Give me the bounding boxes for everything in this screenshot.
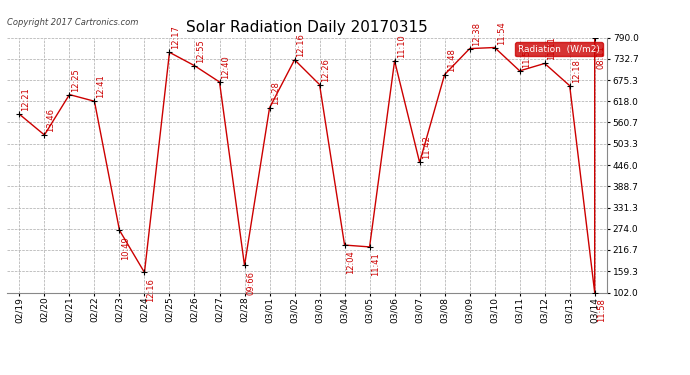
Text: 11:10: 11:10 bbox=[397, 34, 406, 58]
Text: 12:16: 12:16 bbox=[146, 278, 155, 302]
Text: 11:58: 11:58 bbox=[597, 298, 606, 322]
Text: 11:54: 11:54 bbox=[497, 21, 506, 45]
Text: 12:21: 12:21 bbox=[21, 87, 30, 111]
Text: 11:50: 11:50 bbox=[522, 44, 531, 68]
Text: 08:11: 08:11 bbox=[597, 45, 606, 69]
Text: 12:16: 12:16 bbox=[297, 33, 306, 57]
Text: 12:41: 12:41 bbox=[97, 75, 106, 98]
Text: 13:46: 13:46 bbox=[46, 108, 55, 132]
Text: 09:66: 09:66 bbox=[246, 271, 255, 295]
Text: 12:38: 12:38 bbox=[472, 22, 481, 46]
Text: 11:48: 11:48 bbox=[446, 48, 455, 72]
Text: 12:25: 12:25 bbox=[72, 68, 81, 92]
Text: 12:26: 12:26 bbox=[322, 58, 331, 82]
Text: 12:17: 12:17 bbox=[172, 26, 181, 50]
Text: 12:04: 12:04 bbox=[346, 251, 355, 274]
Text: 11:11: 11:11 bbox=[546, 37, 555, 60]
Text: Copyright 2017 Cartronics.com: Copyright 2017 Cartronics.com bbox=[7, 18, 138, 27]
Title: Solar Radiation Daily 20170315: Solar Radiation Daily 20170315 bbox=[186, 20, 428, 35]
Text: 12:18: 12:18 bbox=[572, 59, 581, 83]
Text: 11:28: 11:28 bbox=[272, 81, 281, 105]
Text: 11:41: 11:41 bbox=[372, 252, 381, 276]
Text: 11:42: 11:42 bbox=[422, 136, 431, 159]
Text: 12:40: 12:40 bbox=[221, 55, 230, 79]
Legend: Radiation  (W/m2): Radiation (W/m2) bbox=[515, 42, 602, 56]
Text: 12:55: 12:55 bbox=[197, 39, 206, 63]
Text: 10:49: 10:49 bbox=[121, 236, 130, 260]
